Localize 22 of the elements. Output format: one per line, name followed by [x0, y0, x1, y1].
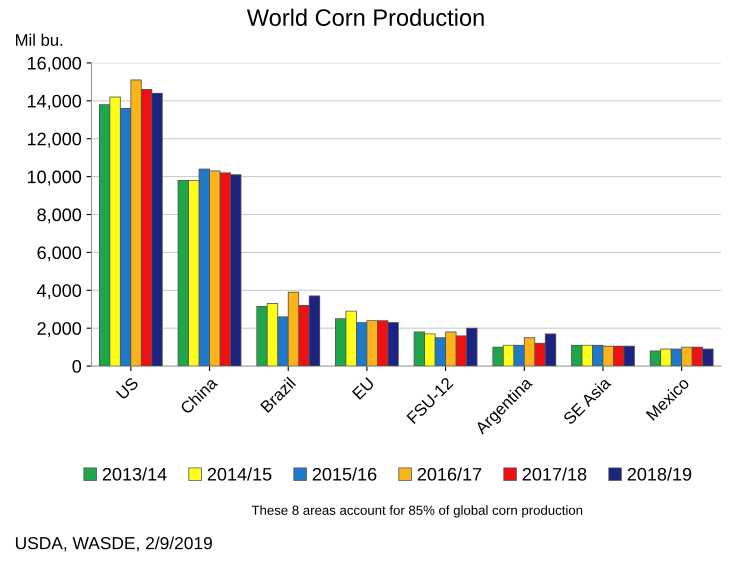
y-tick-label: 6,000	[38, 246, 82, 262]
text: USDA, WASDE, 2/9/2019	[16, 536, 212, 552]
y-tick-label: 0	[72, 360, 82, 373]
y-tick-label: 8,000	[37, 208, 82, 224]
x-tick-label: EU	[352, 377, 375, 400]
y-tick-label: 12,000	[28, 132, 82, 148]
y-tick-label: 10,000	[28, 170, 82, 186]
legend-label: 2017/18	[522, 467, 586, 481]
legend-label: 2014/15	[208, 467, 272, 481]
legend-label: 2015/16	[312, 467, 376, 481]
text: These 8 areas account for 85% of global corn production	[252, 505, 582, 518]
y-tick-label: 16,000	[28, 56, 82, 72]
y-tick-label: 2,000	[38, 322, 82, 338]
y-tick-label: 4,000	[37, 284, 82, 300]
y-axis-title: Mil bu.	[16, 34, 62, 46]
legend-label: 2016/17	[418, 467, 482, 481]
chart-title: World Corn Production	[246, 8, 484, 26]
legend-label: 2018/19	[628, 467, 692, 481]
legend-label: 2013/14	[102, 467, 167, 481]
x-tick-label: SE Asia	[562, 376, 612, 426]
y-tick-label: 14,000	[28, 94, 82, 110]
x-tick-label: US	[116, 376, 139, 400]
